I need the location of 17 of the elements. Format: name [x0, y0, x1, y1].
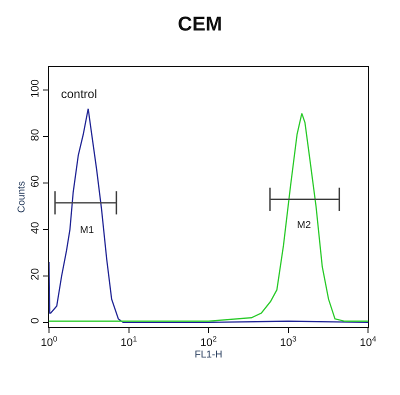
annotation: control [61, 87, 98, 101]
y-tick-label: 60 [30, 175, 42, 188]
y-tick-label: 0 [30, 318, 42, 324]
chart-title: CEM [178, 14, 222, 36]
x-tick-label: 10$^{4}$ [360, 334, 377, 350]
annotation: M2 [297, 220, 312, 231]
x-tick-label: 10$^{3}$ [280, 334, 297, 350]
x-tick-label: 10$^{2}$ [200, 334, 217, 350]
x-axis-title: FL1-H [194, 350, 222, 361]
annotation: M1 [80, 225, 94, 236]
y-axis-title: Counts [16, 181, 28, 213]
y-tick-label: 100 [30, 79, 42, 98]
y-tick-label: 80 [30, 128, 42, 142]
x-tick-label: 10$^{1}$ [120, 334, 138, 350]
y-tick-label: 20 [30, 268, 42, 280]
x-tick-label: 10$^{0}$ [40, 334, 58, 350]
y-tick-label: 40 [30, 222, 42, 234]
